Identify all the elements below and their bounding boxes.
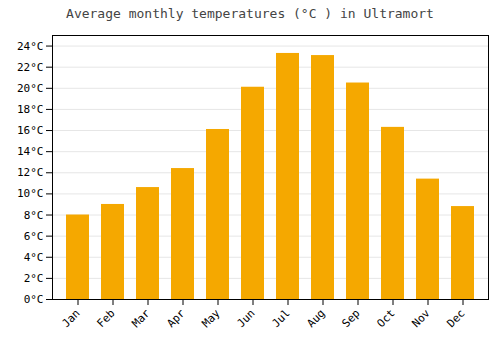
svg-text:Apr: Apr — [164, 306, 188, 330]
svg-text:May: May — [199, 306, 223, 330]
svg-text:8°C: 8°C — [24, 209, 44, 222]
svg-text:Feb: Feb — [94, 307, 117, 330]
svg-text:20°C: 20°C — [17, 82, 44, 95]
svg-text:16°C: 16°C — [17, 124, 44, 137]
svg-text:6°C: 6°C — [24, 230, 44, 243]
svg-text:22°C: 22°C — [17, 61, 44, 74]
svg-text:Jun: Jun — [234, 307, 257, 330]
svg-text:Oct: Oct — [374, 307, 397, 330]
svg-text:14°C: 14°C — [17, 145, 44, 158]
svg-text:12°C: 12°C — [17, 166, 44, 179]
svg-text:Sep: Sep — [339, 307, 362, 330]
svg-text:Nov: Nov — [409, 306, 433, 330]
svg-text:2°C: 2°C — [24, 272, 44, 285]
svg-text:24°C: 24°C — [17, 40, 44, 53]
html-text:Average monthly temperatures (: Average monthly temperatures (°C ) in Ul… — [66, 6, 434, 21]
svg-text:4°C: 4°C — [24, 251, 44, 264]
svg-text:Mar: Mar — [129, 306, 153, 330]
svg-text:Dec: Dec — [444, 307, 467, 330]
svg-text:18°C: 18°C — [17, 103, 44, 116]
svg-text:10°C: 10°C — [17, 187, 44, 200]
svg-text:Aug: Aug — [304, 307, 327, 330]
svg-text:Jul: Jul — [269, 307, 292, 330]
svg-text:Jan: Jan — [59, 307, 82, 330]
svg-text:0°C: 0°C — [24, 293, 44, 306]
